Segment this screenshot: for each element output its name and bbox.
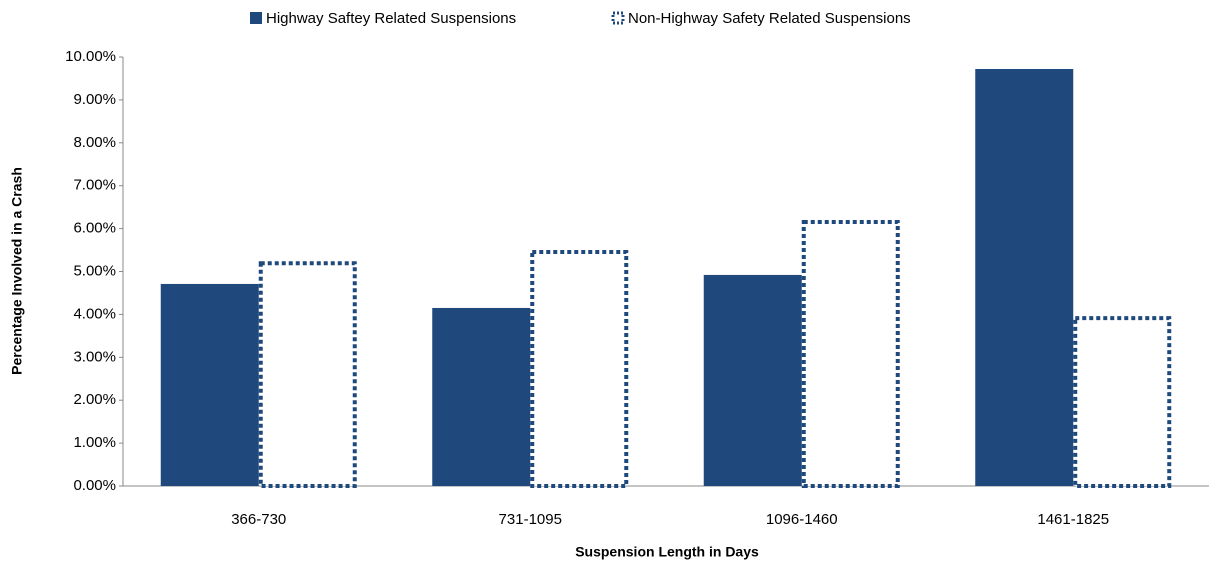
bar [432, 307, 531, 486]
bar [1073, 316, 1172, 488]
x-tick-label: 1096-1460 [766, 511, 838, 528]
bar [801, 220, 900, 489]
legend-label: Highway Saftey Related Suspensions [266, 10, 516, 27]
bar [703, 274, 802, 486]
y-tick-label: 10.00% [65, 48, 116, 65]
x-tick-label: 731-1095 [499, 511, 562, 528]
bar [160, 283, 259, 486]
x-axis-title: Suspension Length in Days [575, 544, 759, 560]
x-tick-label: 1461-1825 [1037, 511, 1109, 528]
y-tick-label: 1.00% [73, 434, 116, 451]
bar [975, 69, 1074, 487]
y-tick-label: 4.00% [73, 305, 116, 322]
y-tick-label: 9.00% [73, 91, 116, 108]
bar [530, 250, 629, 488]
y-tick-label: 6.00% [73, 220, 116, 237]
y-tick-label: 0.00% [73, 477, 116, 494]
legend-swatch [250, 12, 262, 24]
y-tick-label: 8.00% [73, 134, 116, 151]
legend-label: Non-Highway Safety Related Suspensions [628, 10, 911, 27]
bar [258, 261, 357, 489]
x-tick-label: 366-730 [231, 511, 286, 528]
legend-swatch [611, 11, 625, 25]
y-tick-label: 7.00% [73, 177, 116, 194]
y-tick-label: 2.00% [73, 391, 116, 408]
y-tick-label: 3.00% [73, 348, 116, 365]
y-axis-title: Percentage Involved in a Crash [9, 167, 25, 375]
y-tick-label: 5.00% [73, 262, 116, 279]
